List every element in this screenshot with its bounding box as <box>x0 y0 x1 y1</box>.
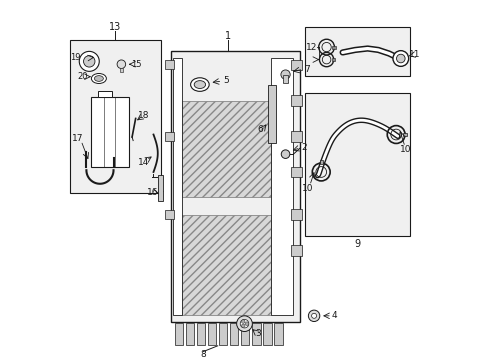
Text: 5: 5 <box>224 76 229 85</box>
Circle shape <box>236 316 252 332</box>
Bar <box>91 97 128 167</box>
Circle shape <box>396 54 404 63</box>
Bar <box>331 46 335 49</box>
Circle shape <box>280 70 289 79</box>
Text: 20: 20 <box>78 72 88 81</box>
Bar <box>171 51 299 322</box>
Ellipse shape <box>190 78 209 91</box>
Bar <box>208 323 216 345</box>
Bar <box>290 210 301 220</box>
Bar <box>305 94 409 236</box>
Circle shape <box>308 310 319 321</box>
Circle shape <box>79 51 99 71</box>
Circle shape <box>241 320 244 323</box>
Ellipse shape <box>194 81 205 89</box>
Bar <box>197 323 205 345</box>
Text: 1: 1 <box>225 31 231 41</box>
Bar <box>290 95 301 106</box>
Text: 19: 19 <box>70 53 81 62</box>
Text: 10: 10 <box>400 145 411 154</box>
Circle shape <box>392 51 408 66</box>
Circle shape <box>240 319 248 328</box>
Bar <box>173 58 182 315</box>
Text: 11: 11 <box>408 50 420 59</box>
Text: 18: 18 <box>138 111 149 120</box>
Circle shape <box>117 60 125 68</box>
Text: 9: 9 <box>354 239 360 249</box>
Text: 12: 12 <box>305 42 317 51</box>
Bar <box>69 40 160 193</box>
Text: 10: 10 <box>301 184 313 193</box>
Bar <box>182 101 271 197</box>
Bar <box>241 323 249 345</box>
Text: 4: 4 <box>331 311 337 320</box>
Ellipse shape <box>91 73 106 84</box>
Text: 3: 3 <box>255 329 261 338</box>
Circle shape <box>244 322 248 325</box>
Circle shape <box>311 313 316 318</box>
Text: 7: 7 <box>304 65 309 74</box>
Bar <box>263 323 271 345</box>
Bar <box>158 175 163 201</box>
Text: 8: 8 <box>200 350 206 359</box>
Bar <box>283 75 287 84</box>
Bar <box>120 68 123 72</box>
Text: 16: 16 <box>146 188 158 197</box>
Text: 15: 15 <box>131 60 142 69</box>
Bar <box>274 323 282 345</box>
Bar <box>164 60 173 69</box>
Bar <box>164 210 173 219</box>
Text: 6: 6 <box>257 125 262 134</box>
Bar <box>331 58 334 61</box>
Bar <box>252 323 260 345</box>
Bar <box>271 58 292 315</box>
Bar <box>290 167 301 177</box>
Bar <box>164 132 173 141</box>
Circle shape <box>281 150 289 158</box>
Bar <box>98 91 112 97</box>
Text: 17: 17 <box>72 134 83 143</box>
Bar <box>290 60 301 70</box>
Bar <box>305 27 409 76</box>
Bar <box>230 323 238 345</box>
Text: 2: 2 <box>301 143 306 152</box>
Text: 14: 14 <box>138 158 149 167</box>
Bar <box>175 323 183 345</box>
Circle shape <box>241 324 244 328</box>
Text: 13: 13 <box>109 22 121 32</box>
Ellipse shape <box>94 76 103 81</box>
Bar <box>402 133 406 136</box>
Bar <box>182 215 271 315</box>
Circle shape <box>83 56 95 67</box>
Bar <box>185 323 194 345</box>
Bar <box>267 85 275 143</box>
Bar <box>290 131 301 142</box>
Bar <box>319 160 322 164</box>
Bar <box>219 323 227 345</box>
Bar <box>290 245 301 256</box>
